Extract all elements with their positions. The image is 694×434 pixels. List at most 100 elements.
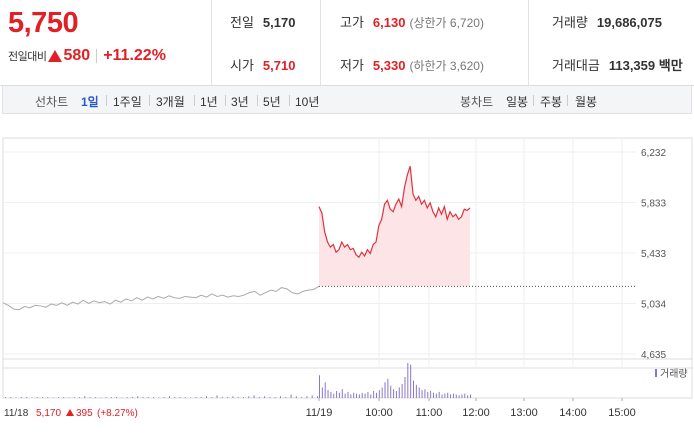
stat-label: 시가 bbox=[230, 55, 254, 74]
today-volume-bar bbox=[376, 393, 377, 398]
prev-volume-bar bbox=[174, 397, 175, 398]
prev-volume-bar bbox=[153, 397, 154, 398]
toolbar-divider bbox=[567, 95, 568, 106]
chart-period-toolbar: 선차트 1일 1주일 3개월 1년 3년 5년 10년 봉차트 일봉 주봉 월봉 bbox=[2, 86, 692, 114]
period-3m[interactable]: 3개월 bbox=[156, 93, 185, 110]
prev-volume-bar bbox=[317, 396, 318, 398]
y-tick-label: 5,034 bbox=[641, 300, 666, 311]
stat-label: 거래량 bbox=[552, 12, 588, 31]
prev-volume-bar bbox=[158, 398, 159, 399]
toolbar-divider bbox=[225, 95, 226, 106]
prev-volume-bar bbox=[90, 397, 91, 398]
prev-volume-bar bbox=[264, 396, 265, 398]
prev-volume-bar bbox=[63, 397, 64, 398]
prev-volume-bar bbox=[31, 398, 32, 399]
stat-high: 고가 6,130 (상한가 6,720) bbox=[340, 12, 484, 31]
today-volume-bar bbox=[325, 382, 326, 398]
prev-volume-bar bbox=[227, 397, 228, 398]
prev-volume-bar bbox=[169, 396, 170, 398]
candle-monthly[interactable]: 월봉 bbox=[575, 93, 597, 110]
prev-volume-bar bbox=[164, 397, 165, 398]
period-1w[interactable]: 1주일 bbox=[113, 93, 142, 110]
stat-open: 시가 5,710 bbox=[230, 55, 295, 74]
candle-chart-label: 봉차트 bbox=[460, 93, 493, 110]
stat-value: 5,170 bbox=[263, 15, 296, 30]
prev-volume-bar bbox=[68, 398, 69, 399]
prev-volume-bar bbox=[26, 397, 27, 398]
today-volume-bar bbox=[419, 388, 420, 399]
toolbar-divider bbox=[533, 95, 534, 106]
prev-volume-bar bbox=[269, 397, 270, 398]
prev-volume-bar bbox=[306, 396, 307, 398]
prev-volume-bar bbox=[111, 397, 112, 398]
prev-volume-bar bbox=[127, 397, 128, 398]
prev-volume-bar bbox=[37, 397, 38, 398]
today-volume-bar bbox=[402, 384, 403, 398]
period-1y[interactable]: 1년 bbox=[200, 93, 218, 110]
today-volume-bar bbox=[339, 393, 340, 398]
period-3y[interactable]: 3년 bbox=[231, 93, 249, 110]
prev-volume-bar bbox=[148, 397, 149, 398]
today-volume-bar bbox=[399, 388, 400, 399]
today-volume-bar bbox=[407, 363, 408, 398]
volume-legend-swatch bbox=[655, 369, 657, 377]
today-volume-bar bbox=[336, 391, 337, 398]
period-10y[interactable]: 10년 bbox=[295, 93, 319, 110]
stat-value: 5,330 bbox=[373, 58, 406, 73]
prev-volume-bar bbox=[254, 395, 255, 398]
prev-volume-bar bbox=[291, 395, 292, 399]
today-volume-bar bbox=[322, 388, 323, 399]
x-tick-label: 13:00 bbox=[510, 407, 538, 419]
today-volume-bar bbox=[439, 392, 440, 398]
candle-weekly[interactable]: 주봉 bbox=[540, 93, 562, 110]
x-tick-label: 14:00 bbox=[559, 407, 587, 419]
today-volume-bar bbox=[427, 392, 428, 398]
period-1d[interactable]: 1일 bbox=[81, 93, 99, 110]
today-volume-bar bbox=[333, 394, 334, 398]
stats-divider bbox=[320, 0, 321, 86]
today-volume-bar bbox=[362, 393, 363, 398]
prev-day-change: 395 bbox=[76, 408, 93, 419]
today-volume-bar bbox=[416, 385, 417, 398]
prev-volume-bar bbox=[280, 396, 281, 398]
y-tick-label: 5,833 bbox=[641, 199, 666, 210]
volume-legend-label: 거래량 bbox=[660, 368, 688, 380]
change-row: 전일대비 580 +11.22% bbox=[8, 47, 166, 65]
prev-day-close: 5,170 bbox=[36, 408, 61, 419]
line-chart-label: 선차트 bbox=[35, 93, 68, 110]
prev-volume-bar bbox=[285, 397, 286, 398]
today-volume-bar bbox=[373, 391, 374, 398]
today-volume-bar bbox=[404, 377, 405, 398]
candle-daily[interactable]: 일봉 bbox=[506, 93, 528, 110]
today-volume-bar bbox=[461, 395, 462, 399]
today-volume-bar bbox=[365, 394, 366, 398]
prev-day-date: 11/18 bbox=[4, 408, 29, 419]
today-volume-bar bbox=[367, 392, 368, 398]
today-volume-bar bbox=[447, 393, 448, 398]
today-volume-bar bbox=[410, 365, 411, 398]
chart-canvas[interactable]: 6,232 5,833 5,433 5,034 4,635 11/19 10:00 11:00… bbox=[0, 114, 694, 434]
today-volume-bar bbox=[382, 388, 383, 399]
toolbar-divider bbox=[257, 95, 258, 106]
today-volume-bar bbox=[347, 392, 348, 398]
prev-volume-bar bbox=[84, 396, 85, 398]
today-volume-bar bbox=[379, 390, 380, 398]
up-arrow-icon bbox=[48, 50, 62, 62]
change-label: 전일대비 bbox=[8, 48, 46, 64]
today-volume-bar bbox=[350, 395, 351, 399]
y-tick-label: 5,433 bbox=[641, 249, 666, 260]
prev-volume-bar bbox=[74, 397, 75, 398]
stat-value: 19,686,075 bbox=[597, 15, 662, 30]
prev-volume-bar bbox=[47, 397, 48, 398]
today-volume-bar bbox=[433, 393, 434, 398]
intraday-chart[interactable]: 6,232 5,833 5,433 5,034 4,635 11/19 10:00 11:00… bbox=[0, 114, 694, 434]
prev-volume-bar bbox=[211, 397, 212, 398]
toolbar-divider bbox=[106, 95, 107, 106]
prev-volume-bar bbox=[195, 397, 196, 398]
prev-volume-bar bbox=[301, 397, 302, 398]
prev-volume-bar bbox=[121, 398, 122, 399]
prev-volume-bar bbox=[222, 397, 223, 398]
today-volume-bar bbox=[444, 394, 445, 398]
period-5y[interactable]: 5년 bbox=[263, 93, 281, 110]
today-volume-bar bbox=[436, 394, 437, 398]
